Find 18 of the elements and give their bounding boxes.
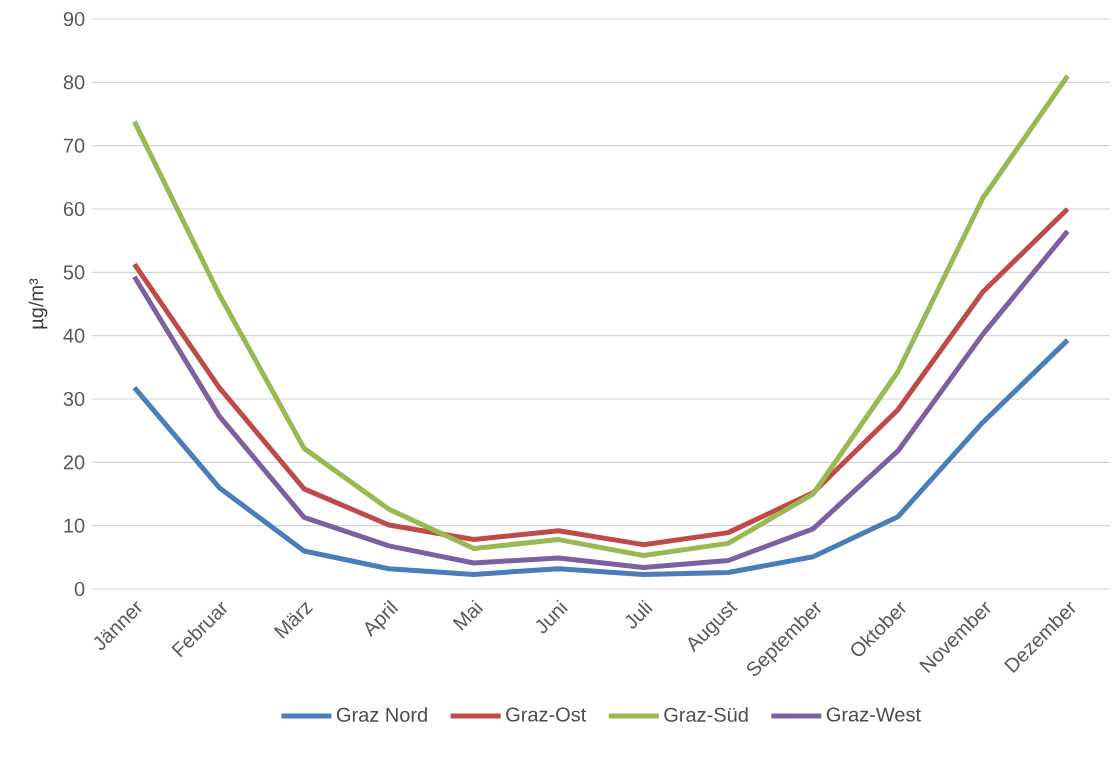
y-tick-label: 0 xyxy=(74,581,85,597)
y-tick-label: 50 xyxy=(63,265,85,280)
y-tick-label: 90 xyxy=(63,11,85,27)
y-axis-title: µg/m³ xyxy=(28,278,48,329)
legend-label: Graz-Süd xyxy=(664,707,748,722)
y-tick-label: 20 xyxy=(63,455,85,470)
x-tick-label: Juli xyxy=(625,599,653,629)
y-tick-label: 60 xyxy=(63,201,85,217)
legend-label: Graz-Ost xyxy=(506,707,587,722)
y-tick-label: 80 xyxy=(63,75,85,90)
x-tick-label: Mai xyxy=(452,599,484,631)
legend-label: Graz Nord xyxy=(336,707,427,722)
y-tick-label: 10 xyxy=(64,518,85,533)
y-tick-label: 30 xyxy=(63,391,85,407)
x-tick-label: Juni xyxy=(536,599,568,634)
y-tick-label: 40 xyxy=(63,328,85,343)
y-tick-label: 70 xyxy=(63,138,85,153)
legend-label: Graz-West xyxy=(826,707,921,722)
